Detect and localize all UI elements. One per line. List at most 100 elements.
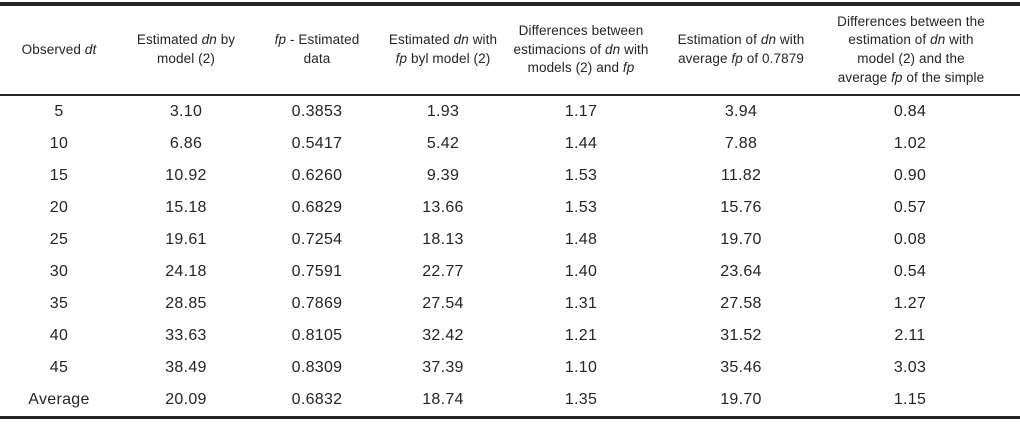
table-row: 45 38.49 0.8309 37.39 1.10 35.46 3.03 — [0, 352, 1020, 384]
cell-observed-dt: 20 — [49, 199, 69, 216]
variable-name: fp — [274, 32, 287, 48]
cell-fp-estimated-data: 0.8309 — [291, 359, 343, 376]
variable-name: fp — [731, 51, 743, 66]
cell-estimated-dn-by-model-2: 6.86 — [169, 135, 203, 152]
table-row: Average 20.09 0.6832 18.74 1.35 19.70 1.15 — [0, 384, 1020, 418]
cell-estimation-dn-average-fp: 35.46 — [720, 359, 762, 376]
cell-differences-average-fp-simple: 0.08 — [893, 231, 927, 248]
variable-name: fp — [622, 60, 635, 76]
cell-differences-between-estimacions: 1.53 — [564, 167, 598, 184]
cell-observed-dt: 40 — [49, 327, 69, 344]
cell-fp-estimated-data: 0.5417 — [291, 135, 343, 152]
cell-estimated-dn-with-fp-byl-model-2: 13.66 — [422, 199, 464, 216]
cell-estimated-dn-by-model-2: 33.63 — [165, 327, 207, 344]
cell-differences-between-estimacions: 1.35 — [564, 391, 598, 408]
header-text: with average — [678, 32, 805, 66]
cell-observed-dt: 45 — [49, 359, 69, 376]
cell-estimated-dn-with-fp-byl-model-2: 18.74 — [422, 391, 464, 408]
cell-estimated-dn-with-fp-byl-model-2: 32.42 — [422, 327, 464, 344]
header-text: - Estimated data — [286, 32, 360, 66]
table-header: Observed dt Estimated dn by model (2) fp -… — [0, 4, 1020, 95]
cell-differences-average-fp-simple: 2.11 — [894, 327, 926, 344]
cell-estimated-dn-by-model-2: 38.49 — [165, 359, 207, 376]
table-row: 35 28.85 0.7869 27.54 1.31 27.58 1.27 — [0, 288, 1020, 320]
cell-differences-average-fp-simple: 1.15 — [893, 391, 927, 408]
cell-fp-estimated-data: 0.6260 — [291, 167, 343, 184]
header-text: with model (2) and the average — [837, 32, 974, 85]
cell-differences-average-fp-simple: 1.02 — [893, 135, 927, 152]
variable-name: fp — [891, 69, 903, 85]
cell-differences-between-estimacions: 1.40 — [564, 263, 598, 280]
header-text: with — [468, 32, 498, 48]
table-row: 40 33.63 0.8105 32.42 1.21 31.52 2.11 — [0, 320, 1020, 352]
header-text: Differences between estimacions of — [513, 23, 644, 57]
header-text: byl model (2) — [407, 51, 491, 66]
table-row: 10 6.86 0.5417 5.42 1.44 7.88 1.02 — [0, 128, 1020, 160]
cell-fp-estimated-data: 0.7254 — [291, 231, 343, 248]
cell-estimated-dn-with-fp-byl-model-2: 1.93 — [426, 103, 460, 120]
header-text: of 0.7879 — [742, 51, 804, 66]
variable-name: dn — [930, 32, 946, 48]
table-row: 30 24.18 0.7591 22.77 1.40 23.64 0.54 — [0, 256, 1020, 288]
cell-estimated-dn-with-fp-byl-model-2: 9.39 — [426, 167, 460, 184]
cell-differences-between-estimacions: 1.10 — [564, 359, 598, 376]
header-text: Estimated — [136, 32, 202, 48]
column-header-estimation-dn-average-fp: Estimation of dn with average fp of 0.78… — [656, 4, 826, 95]
table-row: 15 10.92 0.6260 9.39 1.53 11.82 0.90 — [0, 160, 1020, 192]
column-header-fp-estimated-data: fp - Estimated data — [254, 4, 380, 95]
cell-differences-between-estimacions: 1.48 — [564, 231, 598, 248]
cell-estimated-dn-with-fp-byl-model-2: 22.77 — [422, 263, 464, 280]
table-row: 5 3.10 0.3853 1.93 1.17 3.94 0.84 — [0, 95, 1020, 128]
cell-estimated-dn-with-fp-byl-model-2: 37.39 — [422, 359, 464, 376]
column-header-differences-between-estimacions: Differences between estimacions of dn wi… — [506, 4, 656, 95]
cell-observed-dt: 35 — [49, 295, 69, 312]
table-body: 5 3.10 0.3853 1.93 1.17 3.94 0.84 10 6.86 0.5417 5… — [0, 95, 1020, 418]
cell-estimation-dn-average-fp: 27.58 — [720, 295, 762, 312]
cell-fp-estimated-data: 0.3853 — [291, 103, 343, 120]
header-text: with models (2) and — [527, 41, 649, 76]
cell-estimation-dn-average-fp: 31.52 — [720, 327, 762, 344]
table-row: 20 15.18 0.6829 13.66 1.53 15.76 0.57 — [0, 192, 1020, 224]
cell-differences-between-estimacions: 1.53 — [564, 199, 598, 216]
cell-estimated-dn-by-model-2: 20.09 — [165, 391, 207, 408]
variable-name: dn — [605, 41, 621, 57]
cell-observed-dt: 25 — [49, 231, 69, 248]
cell-observed-dt: 15 — [49, 167, 69, 184]
header-text: Observed — [21, 41, 85, 57]
cell-estimation-dn-average-fp: 3.94 — [724, 103, 758, 120]
header-text: Estimation of — [677, 32, 761, 48]
cell-observed-dt: 30 — [49, 263, 69, 280]
cell-observed-dt: Average — [28, 391, 90, 408]
cell-fp-estimated-data: 0.7869 — [291, 295, 343, 312]
cell-estimation-dn-average-fp: 19.70 — [720, 231, 762, 248]
cell-fp-estimated-data: 0.8105 — [291, 327, 343, 344]
cell-observed-dt: 5 — [54, 103, 64, 120]
cell-differences-average-fp-simple: 0.90 — [893, 167, 927, 184]
cell-differences-average-fp-simple: 3.03 — [893, 359, 927, 376]
cell-estimated-dn-by-model-2: 3.10 — [169, 103, 203, 120]
header-text: Estimated — [388, 32, 454, 48]
cell-differences-between-estimacions: 1.44 — [564, 135, 598, 152]
cell-differences-average-fp-simple: 0.84 — [893, 103, 927, 120]
cell-differences-between-estimacions: 1.21 — [564, 327, 598, 344]
cell-estimated-dn-by-model-2: 19.61 — [165, 231, 207, 248]
variable-name: dt — [84, 41, 97, 57]
cell-estimated-dn-with-fp-byl-model-2: 27.54 — [422, 295, 464, 312]
cell-estimation-dn-average-fp: 7.88 — [724, 135, 758, 152]
column-header-estimated-dn-by-model-2: Estimated dn by model (2) — [118, 4, 254, 95]
header-text: Differences between the estimation of — [837, 13, 985, 48]
cell-differences-between-estimacions: 1.31 — [564, 295, 598, 312]
cell-estimated-dn-with-fp-byl-model-2: 18.13 — [422, 231, 464, 248]
variable-name: fp — [395, 51, 408, 66]
cell-estimated-dn-by-model-2: 10.92 — [165, 167, 207, 184]
cell-differences-average-fp-simple: 0.54 — [893, 263, 927, 280]
cell-estimated-dn-by-model-2: 24.18 — [165, 263, 207, 280]
cell-fp-estimated-data: 0.7591 — [291, 263, 343, 280]
cell-differences-average-fp-simple: 1.27 — [893, 295, 927, 312]
cell-estimation-dn-average-fp: 15.76 — [720, 199, 762, 216]
header-row: Observed dt Estimated dn by model (2) fp -… — [0, 4, 1020, 95]
cell-differences-between-estimacions: 1.17 — [564, 103, 598, 120]
header-text: of the simple — [902, 69, 985, 85]
variable-name: dn — [453, 32, 469, 48]
